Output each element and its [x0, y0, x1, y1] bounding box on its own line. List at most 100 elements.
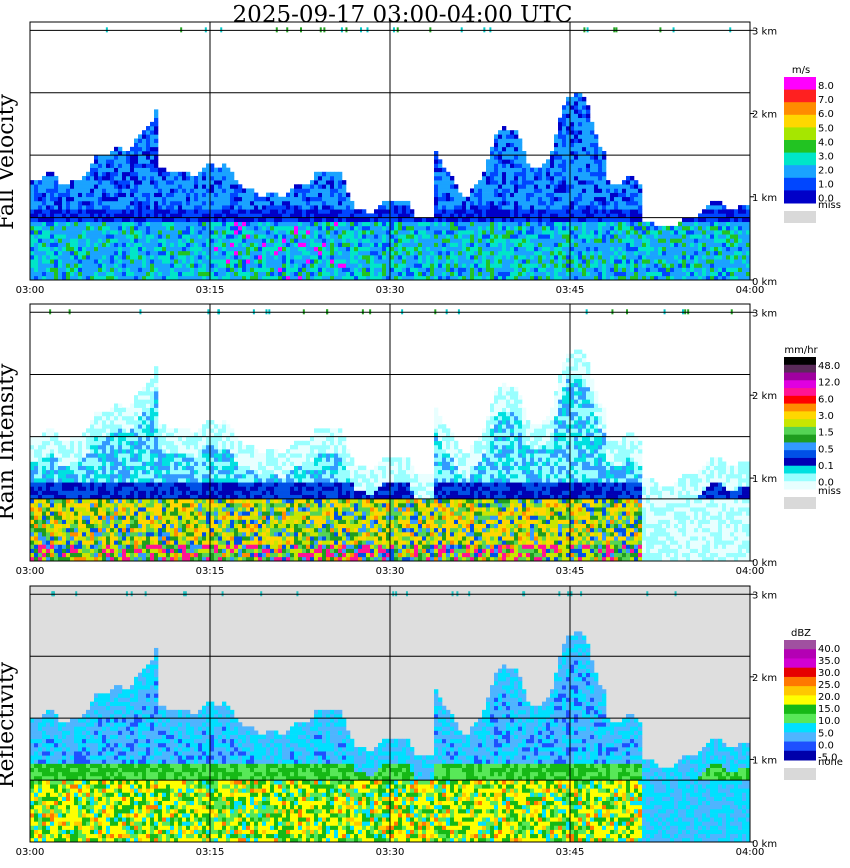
radar-cell [62, 507, 67, 512]
radar-cell [582, 259, 587, 264]
radar-cell [598, 242, 603, 248]
radar-cell [602, 200, 607, 206]
radar-cell [570, 171, 575, 177]
radar-cell [230, 196, 235, 202]
radar-cell [58, 494, 63, 500]
radar-cell [334, 259, 339, 264]
radar-cell [38, 457, 43, 462]
radar-cell [706, 263, 711, 268]
radar-cell [62, 511, 67, 516]
radar-cell [746, 271, 751, 277]
radar-cell [478, 271, 483, 277]
radar-cell [554, 146, 559, 152]
radar-cell [726, 234, 731, 239]
radar-cell [62, 271, 67, 277]
radar-cell [38, 540, 43, 545]
radar-cell [114, 146, 119, 152]
cloud-base-marker [204, 27, 207, 33]
radar-cell [118, 188, 123, 193]
radar-cell [74, 461, 79, 466]
radar-cell [62, 205, 67, 210]
radar-cell [134, 259, 139, 264]
radar-cell [582, 117, 587, 123]
radar-cell [74, 457, 79, 462]
radar-cell [394, 246, 399, 252]
radar-cell [310, 242, 315, 248]
radar-field [30, 92, 751, 281]
radar-cell [150, 271, 155, 277]
radar-cell [146, 151, 151, 156]
radar-cell [238, 246, 243, 252]
radar-cell [154, 230, 159, 235]
radar-cell [570, 238, 575, 243]
radar-cell [74, 531, 79, 537]
radar-cell [354, 238, 359, 243]
radar-cell [458, 263, 463, 268]
radar-cell [242, 196, 247, 202]
radar-cell [166, 242, 171, 248]
radar-cell [122, 267, 127, 272]
radar-cell [482, 246, 487, 252]
radar-cell [38, 511, 43, 516]
radar-cell [182, 188, 187, 193]
radar-cell [114, 221, 119, 227]
radar-cell [654, 259, 659, 264]
radar-cell [314, 259, 319, 264]
radar-cell [522, 255, 527, 260]
radar-cell [642, 263, 647, 268]
radar-cell [354, 213, 359, 218]
radar-cell [30, 465, 35, 471]
radar-cell [726, 242, 731, 248]
radar-cell [50, 544, 55, 549]
radar-cell [678, 250, 683, 256]
radar-cell [518, 175, 523, 181]
radar-cell [102, 217, 107, 223]
radar-cell [474, 230, 479, 235]
radar-cell [346, 221, 351, 227]
radar-cell [66, 502, 71, 508]
radar-cell [682, 275, 687, 281]
radar-cell [70, 242, 75, 248]
radar-cell [622, 275, 627, 281]
radar-cell [226, 250, 231, 256]
radar-cell [30, 267, 35, 272]
radar-cell [78, 498, 83, 504]
radar-cell [82, 519, 87, 524]
radar-cell [602, 180, 607, 185]
radar-cell [598, 234, 603, 239]
radar-cell [422, 259, 427, 264]
cloud-base-marker [300, 27, 303, 33]
radar-cell [438, 184, 443, 189]
radar-cell [38, 225, 43, 231]
radar-cell [546, 250, 551, 256]
radar-cell [678, 267, 683, 272]
radar-cell [446, 238, 451, 243]
radar-cell [262, 263, 267, 268]
radar-cell [122, 159, 127, 164]
radar-cell [158, 196, 163, 202]
radar-cell [262, 267, 267, 272]
radar-cell [354, 263, 359, 268]
radar-cell [618, 221, 623, 227]
radar-cell [626, 221, 631, 227]
radar-cell [530, 246, 535, 252]
radar-cell [690, 275, 695, 281]
radar-cell [102, 242, 107, 248]
radar-cell [326, 259, 331, 264]
radar-cell [666, 225, 671, 231]
radar-cell [662, 267, 667, 272]
radar-cell [562, 113, 567, 119]
radar-cell [662, 238, 667, 243]
radar-cell [690, 271, 695, 277]
radar-cell [574, 134, 579, 139]
cloud-base-marker [489, 27, 492, 33]
radar-cell [78, 536, 83, 541]
radar-cell [706, 225, 711, 231]
radar-cell [142, 151, 147, 156]
radar-cell [30, 490, 35, 495]
radar-cell [218, 180, 223, 185]
radar-cell [30, 436, 35, 442]
radar-cell [734, 250, 739, 256]
radar-cell [42, 267, 47, 272]
radar-cell [62, 548, 67, 554]
